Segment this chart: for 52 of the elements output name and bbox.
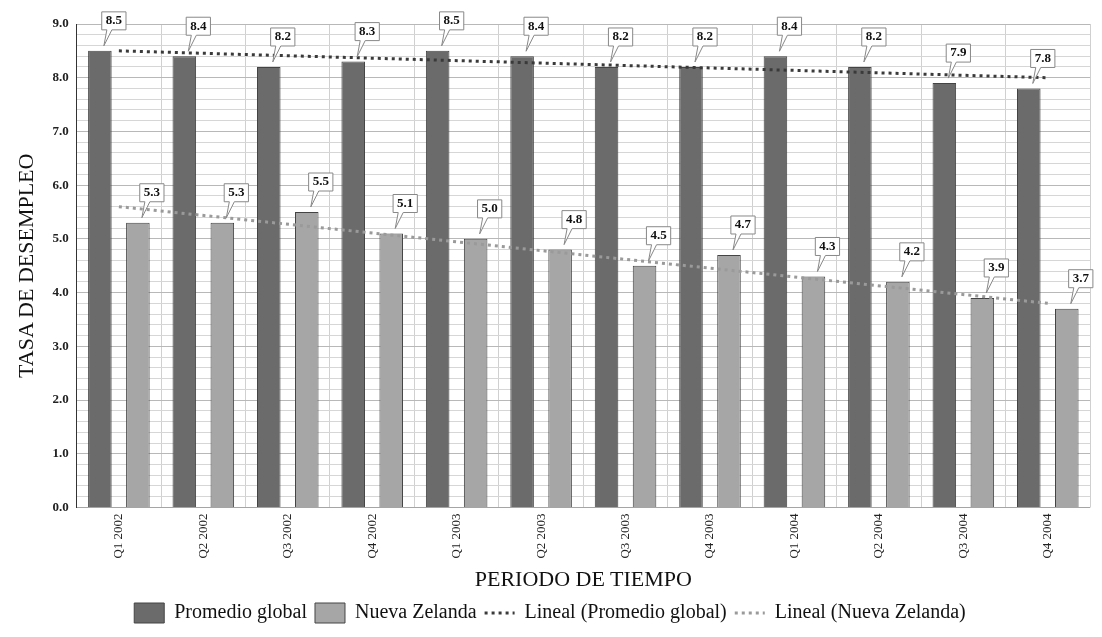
x-tick-label: Q2 2002 xyxy=(194,513,210,559)
y-axis-title: TASA DE DESEMPLEO xyxy=(12,153,38,378)
data-label: 8.2 xyxy=(274,28,291,44)
data-label: 8.5 xyxy=(105,12,123,28)
x-tick-label: Q4 2002 xyxy=(363,513,379,559)
y-tick-label: 8.0 xyxy=(52,69,69,85)
y-tick-label: 6.0 xyxy=(52,176,69,192)
data-label: 5.3 xyxy=(143,184,161,200)
x-tick-label: Q4 2003 xyxy=(701,513,717,559)
legend-label: Lineal (Nueva Zelanda) xyxy=(774,600,966,624)
data-label: 4.5 xyxy=(650,227,668,243)
x-tick-label: Q3 2002 xyxy=(279,513,295,559)
y-tick-label: 7.0 xyxy=(52,122,69,138)
data-label: 5.1 xyxy=(397,194,414,210)
y-tick-label: 1.0 xyxy=(52,445,69,461)
x-tick-label: Q3 2003 xyxy=(616,513,632,559)
x-tick-label: Q2 2004 xyxy=(870,512,886,559)
data-label: 8.4 xyxy=(190,17,207,33)
x-tick-label: Q1 2003 xyxy=(448,513,464,559)
data-label: 5.0 xyxy=(481,200,498,216)
data-label: 8.2 xyxy=(612,28,629,44)
data-label: 8.5 xyxy=(443,12,461,28)
data-label: 3.7 xyxy=(1072,270,1090,286)
data-label: 8.4 xyxy=(781,17,799,33)
x-tick-label: Q1 2004 xyxy=(785,512,801,559)
data-label: 3.9 xyxy=(988,259,1005,275)
y-tick-label: 4.0 xyxy=(52,283,69,299)
data-label: 4.8 xyxy=(565,210,583,226)
data-label: 4.2 xyxy=(903,243,921,259)
x-tick-label: Q1 2002 xyxy=(110,513,126,559)
data-label: 8.3 xyxy=(359,22,376,38)
x-tick-label: Q2 2003 xyxy=(532,513,548,559)
data-label: 8.4 xyxy=(527,17,545,33)
y-tick-label: 5.0 xyxy=(52,230,69,246)
x-axis-title: PERIODO DE TIEMPO xyxy=(474,565,692,591)
legend-label: Nueva Zelanda xyxy=(354,600,477,623)
data-label: 5.5 xyxy=(312,173,330,189)
data-label: 8.2 xyxy=(865,28,883,44)
data-label: 5.3 xyxy=(228,184,245,200)
x-tick-label: Q4 2004 xyxy=(1039,512,1055,559)
y-tick-label: 0.0 xyxy=(52,498,69,514)
y-tick-label: 2.0 xyxy=(52,391,69,407)
data-label: 7.9 xyxy=(950,44,967,60)
legend-label: Lineal (Promedio global) xyxy=(524,600,727,624)
data-label: 4.7 xyxy=(734,216,752,232)
x-tick-label: Q3 2004 xyxy=(954,512,970,559)
data-label: 8.2 xyxy=(696,28,714,44)
y-tick-label: 3.0 xyxy=(52,337,69,353)
legend-label: Promedio global xyxy=(174,600,308,624)
data-label: 7.8 xyxy=(1034,49,1052,65)
y-tick-label: 9.0 xyxy=(52,15,69,31)
data-label: 4.3 xyxy=(819,237,837,253)
